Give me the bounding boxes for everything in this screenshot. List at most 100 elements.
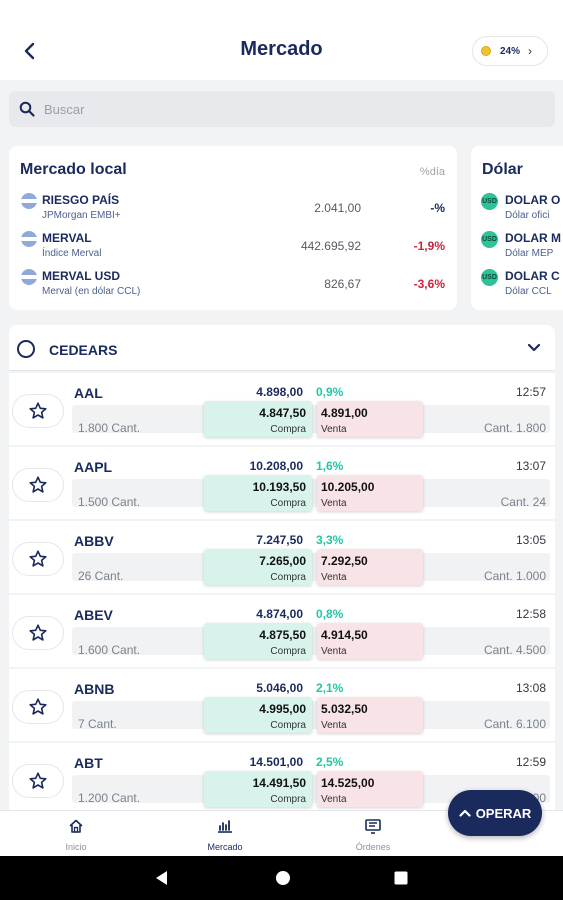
favorite-button[interactable] xyxy=(12,468,64,502)
nav-item-inicio[interactable]: Inicio xyxy=(26,811,126,857)
nav-label: Inicio xyxy=(65,842,87,852)
sell-label: Venta xyxy=(321,720,347,731)
dolar-desc: Dólar ofici xyxy=(505,210,550,221)
buy-price-box[interactable]: 4.847,50 Compra xyxy=(204,401,312,437)
sell-price-box[interactable]: 4.891,00 Venta xyxy=(317,401,423,437)
flag-icon xyxy=(21,193,37,209)
market-change: -1,9% xyxy=(413,239,445,253)
bid-price: 4.875,50 xyxy=(259,628,306,642)
market-icon xyxy=(218,820,232,833)
sell-price-box[interactable]: 4.914,50 Venta xyxy=(317,623,423,659)
market-value: 2.041,00 xyxy=(314,201,361,215)
nav-item-mercado[interactable]: Mercado xyxy=(175,811,275,857)
sell-price-box[interactable]: 7.292,50 Venta xyxy=(317,549,423,585)
bid-quantity: 7 Cant. xyxy=(78,717,117,731)
table-row[interactable]: AAPL 10.208,00 1,6% 13:07 1.500 Cant. Cant. 2… xyxy=(9,447,555,519)
chevron-down-icon[interactable] xyxy=(525,338,543,356)
radio-icon[interactable] xyxy=(17,340,35,358)
operar-label: OPERAR xyxy=(475,805,532,821)
market-name: RIESGO PAÍS xyxy=(42,193,120,207)
favorite-button[interactable] xyxy=(12,542,64,576)
bid-price: 4.847,50 xyxy=(259,406,306,420)
star-icon xyxy=(29,698,47,715)
star-icon xyxy=(29,772,47,789)
buy-price-box[interactable]: 4.995,00 Compra xyxy=(204,697,312,733)
buy-price-box[interactable]: 7.265,00 Compra xyxy=(204,549,312,585)
nav-label: Mercado xyxy=(207,842,243,852)
price-change: 0,8% xyxy=(316,607,344,621)
star-icon xyxy=(29,476,47,493)
bid-price: 7.265,00 xyxy=(259,554,306,568)
sell-price-box[interactable]: 10.205,00 Venta xyxy=(317,475,423,511)
ask-price: 10.205,00 xyxy=(321,480,375,494)
bid-quantity: 1.200 Cant. xyxy=(78,791,141,805)
home-icon xyxy=(69,819,83,833)
chevron-up-icon xyxy=(459,809,471,817)
dolar-title: Dólar xyxy=(482,161,523,178)
dolar-row[interactable]: USD DOLAR O Dólar ofici xyxy=(471,190,563,224)
dolar-name: DOLAR C xyxy=(505,269,560,283)
search-input[interactable] xyxy=(44,101,524,117)
star-icon xyxy=(29,624,47,641)
buy-price-box[interactable]: 14.491,50 Compra xyxy=(204,771,312,807)
ask-quantity: Cant. 4.500 xyxy=(483,643,546,657)
buy-price-box[interactable]: 4.875,50 Compra xyxy=(204,623,312,659)
nav-item-ordenes[interactable]: Órdenes xyxy=(323,811,423,857)
bid-price: 4.995,00 xyxy=(259,702,306,716)
table-row[interactable]: ABBV 7.247,50 3,3% 13:05 26 Cant. Cant. 1.000… xyxy=(9,521,555,593)
favorite-button[interactable] xyxy=(12,690,64,724)
orders-icon xyxy=(365,819,381,834)
local-market-card[interactable]: Mercado local %día RIESGO PAÍS JPMorgan … xyxy=(9,146,457,310)
dolar-row[interactable]: USD DOLAR C Dólar CCL xyxy=(471,266,563,300)
nav-label: Órdenes xyxy=(355,842,391,852)
sell-price-box[interactable]: 5.032,50 Venta xyxy=(317,697,423,733)
favorite-button[interactable] xyxy=(12,394,64,428)
operar-button[interactable]: OPERAR xyxy=(448,790,542,836)
search-bar[interactable] xyxy=(9,91,555,127)
market-desc: JPMorgan EMBI+ xyxy=(42,210,121,221)
dollar-icon: USD xyxy=(481,269,498,286)
ticker-symbol: AAL xyxy=(74,385,103,401)
buy-label: Compra xyxy=(270,424,306,435)
market-value: 442.695,92 xyxy=(300,239,361,253)
favorite-button[interactable] xyxy=(12,764,64,798)
favorite-button[interactable] xyxy=(12,616,64,650)
last-price: 7.247,50 xyxy=(256,533,303,547)
table-row[interactable]: ABNB 5.046,00 2,1% 13:08 7 Cant. Cant. 6.100 4… xyxy=(9,669,555,741)
home-circle-icon[interactable] xyxy=(273,868,293,888)
sell-label: Venta xyxy=(321,646,347,657)
bid-quantity: 1.800 Cant. xyxy=(78,421,141,435)
market-desc: Merval (en dólar CCL) xyxy=(42,286,141,297)
percentage-pill-button[interactable]: 24% › xyxy=(472,36,548,66)
dolar-row[interactable]: USD DOLAR M Dólar MEP xyxy=(471,228,563,262)
market-row-merval[interactable]: MERVAL Índice Merval 442.695,92 -1,9% xyxy=(9,229,457,263)
recents-square-icon[interactable] xyxy=(391,868,411,888)
ticker-symbol: ABBV xyxy=(74,533,114,549)
last-trade-time: 13:08 xyxy=(515,681,546,695)
market-desc: Índice Merval xyxy=(42,248,102,259)
dollar-icon: USD xyxy=(481,193,498,210)
buy-label: Compra xyxy=(270,498,306,509)
cedears-list[interactable]: AAL 4.898,00 0,9% 12:57 1.800 Cant. Cant. 1.8… xyxy=(9,373,555,810)
table-row[interactable]: ABEV 4.874,00 0,8% 12:58 1.600 Cant. Cant. 4.… xyxy=(9,595,555,667)
last-trade-time: 12:57 xyxy=(515,385,546,399)
sell-label: Venta xyxy=(321,498,347,509)
market-row-riesgo-pais[interactable]: RIESGO PAÍS JPMorgan EMBI+ 2.041,00 -% xyxy=(9,191,457,225)
bid-quantity: 1.500 Cant. xyxy=(78,495,141,509)
ask-quantity: Cant. 6.100 xyxy=(483,717,546,731)
market-row-merval-usd[interactable]: MERVAL USD Merval (en dólar CCL) 826,67 … xyxy=(9,267,457,301)
buy-price-box[interactable]: 10.193,50 Compra xyxy=(204,475,312,511)
cedears-selector[interactable]: CEDEARS xyxy=(9,325,555,371)
table-row[interactable]: AAL 4.898,00 0,9% 12:57 1.800 Cant. Cant. 1.8… xyxy=(9,373,555,445)
dolar-name: DOLAR O xyxy=(505,193,561,207)
sell-price-box[interactable]: 14.525,00 Venta xyxy=(317,771,423,807)
price-change: 0,9% xyxy=(316,385,344,399)
dolar-card[interactable]: Dólar USD DOLAR O Dólar ofici USD DOLAR … xyxy=(471,146,563,310)
back-triangle-icon[interactable] xyxy=(152,868,172,888)
bid-quantity: 26 Cant. xyxy=(78,569,124,583)
daily-change-header: %día xyxy=(419,166,445,178)
cedears-label: CEDEARS xyxy=(49,342,118,358)
last-price: 10.208,00 xyxy=(249,459,303,473)
back-button[interactable] xyxy=(18,36,42,66)
percentage-value: 24% xyxy=(500,45,521,57)
